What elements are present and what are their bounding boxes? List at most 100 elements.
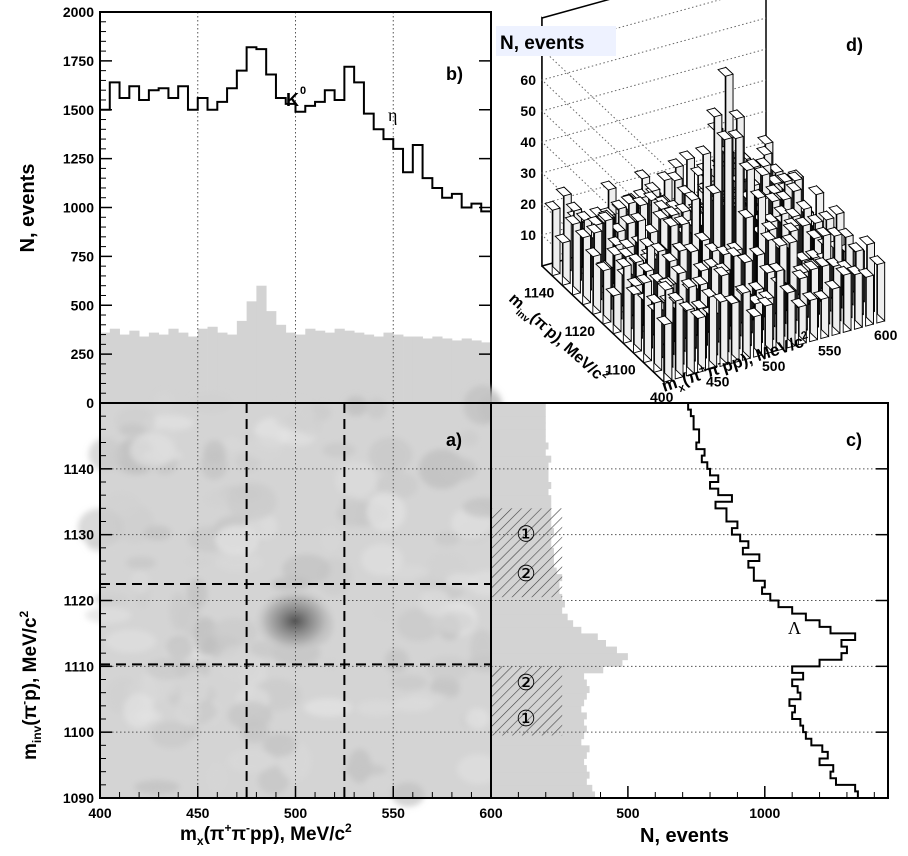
b-filled-bar bbox=[139, 336, 150, 403]
d-bar-top bbox=[674, 202, 692, 213]
a-density-blotch bbox=[272, 398, 315, 431]
a-ytick-label: 1130 bbox=[64, 527, 95, 543]
c-filled-bar bbox=[491, 765, 587, 773]
d-bar-top bbox=[755, 145, 773, 156]
d-bar-top bbox=[756, 134, 774, 145]
d-xtick-label: 600 bbox=[874, 327, 898, 343]
a-density-blotch bbox=[142, 449, 183, 462]
c-filled-bar bbox=[491, 600, 565, 608]
d-ztick-label: 30 bbox=[520, 165, 536, 181]
a-density-blotch bbox=[258, 766, 290, 795]
b-ytick-label: 250 bbox=[71, 346, 95, 362]
c-filled-bar bbox=[491, 626, 582, 634]
a-density-blotch bbox=[166, 635, 194, 661]
d-bar-top bbox=[723, 294, 740, 305]
d-bar-top bbox=[671, 241, 689, 252]
d-bar-top bbox=[626, 276, 644, 287]
d-bar-top bbox=[655, 315, 673, 326]
b-filled-bar bbox=[442, 338, 453, 403]
a-density-blotch bbox=[363, 772, 392, 794]
d-bar-top bbox=[683, 191, 701, 202]
a-density-blotch bbox=[200, 449, 228, 480]
b-filled-bar bbox=[344, 330, 355, 403]
d-bar-top bbox=[704, 184, 722, 195]
d-bar-top bbox=[728, 109, 746, 120]
d-bar-side bbox=[877, 254, 886, 322]
c-filled-bar bbox=[491, 732, 585, 740]
b-filled-bar bbox=[334, 328, 345, 403]
c-filled-bar bbox=[491, 791, 596, 799]
d-bar-side bbox=[664, 314, 673, 381]
a-density-blotch bbox=[366, 397, 387, 419]
d-bar-top bbox=[726, 241, 744, 252]
c-xtick-label: 500 bbox=[616, 805, 640, 821]
d-bar-top bbox=[782, 222, 800, 233]
d-bar-top bbox=[643, 181, 661, 192]
d-bar-top bbox=[692, 261, 710, 272]
b-ytick-label: 1000 bbox=[63, 200, 94, 216]
d-bar-top bbox=[813, 257, 831, 268]
d-bar-top bbox=[727, 129, 745, 140]
c-filled-bar bbox=[491, 449, 546, 457]
c-filled-bar bbox=[491, 501, 552, 509]
c-hatched-band bbox=[491, 508, 563, 561]
k0-superscript: 0 bbox=[300, 85, 306, 97]
d-bar-top bbox=[725, 247, 742, 258]
a-density-blotch bbox=[445, 573, 478, 588]
a-density-blotch bbox=[263, 733, 297, 757]
d-bar-top bbox=[670, 264, 688, 275]
a-ytick-label: 1110 bbox=[64, 658, 94, 674]
a-xtick-label: 500 bbox=[284, 805, 308, 821]
b-filled-bar bbox=[285, 332, 296, 403]
b-ytick-label: 2000 bbox=[63, 4, 94, 20]
d-bar-top bbox=[584, 247, 602, 258]
d-bar-top bbox=[682, 242, 700, 253]
d-bar-top bbox=[801, 291, 819, 302]
b-filled-bar bbox=[168, 328, 179, 403]
d-bar-top bbox=[756, 296, 774, 307]
c-hatched-band bbox=[491, 561, 563, 598]
d-bar-side bbox=[776, 261, 785, 350]
b-filled-bar bbox=[217, 332, 228, 403]
d-bar-top bbox=[667, 291, 684, 302]
d-wall-gridline bbox=[541, 48, 767, 228]
d-bar-top bbox=[794, 216, 812, 227]
c-filled-bar bbox=[491, 422, 546, 430]
c-filled-bar bbox=[491, 659, 623, 667]
a-density-blotch bbox=[344, 395, 368, 417]
a-density-blotch bbox=[459, 430, 479, 447]
d-ztick-label: 60 bbox=[520, 72, 536, 88]
b-filled-bar bbox=[275, 324, 287, 403]
d-bar-top bbox=[781, 233, 798, 244]
d-bar-top bbox=[663, 206, 680, 217]
d-bar-top bbox=[806, 214, 824, 224]
d-bar-top bbox=[792, 264, 810, 275]
c-outline-histogram bbox=[687, 403, 859, 798]
d-bar-top bbox=[716, 130, 733, 141]
a-density-blotch bbox=[356, 700, 398, 716]
d-bar-top bbox=[804, 249, 822, 259]
a-density-blotch bbox=[227, 749, 275, 773]
a-density-blotch bbox=[184, 555, 212, 569]
b-filled-bar bbox=[383, 332, 394, 403]
d-bar-top bbox=[785, 182, 803, 193]
d-bar-side bbox=[697, 308, 706, 372]
d-bar-top bbox=[745, 307, 763, 318]
d-bar-top bbox=[666, 171, 684, 182]
d-bar-top bbox=[757, 290, 775, 301]
d-title-box bbox=[496, 26, 616, 56]
a-density-blotch bbox=[105, 629, 156, 653]
b-ytick-label: 500 bbox=[71, 297, 95, 313]
d-bar-top bbox=[812, 290, 830, 301]
d-bar-top bbox=[632, 188, 650, 199]
d-bar-top bbox=[594, 261, 612, 272]
d-bar-top bbox=[783, 217, 801, 228]
d-bar-top bbox=[749, 189, 767, 199]
d-bar-top bbox=[691, 275, 709, 286]
c-filled-bar bbox=[491, 442, 549, 450]
a-density-blotch bbox=[321, 527, 341, 552]
a-density-blotch bbox=[366, 492, 406, 532]
d-bar-side bbox=[623, 257, 632, 343]
b-filled-bar bbox=[148, 332, 160, 403]
